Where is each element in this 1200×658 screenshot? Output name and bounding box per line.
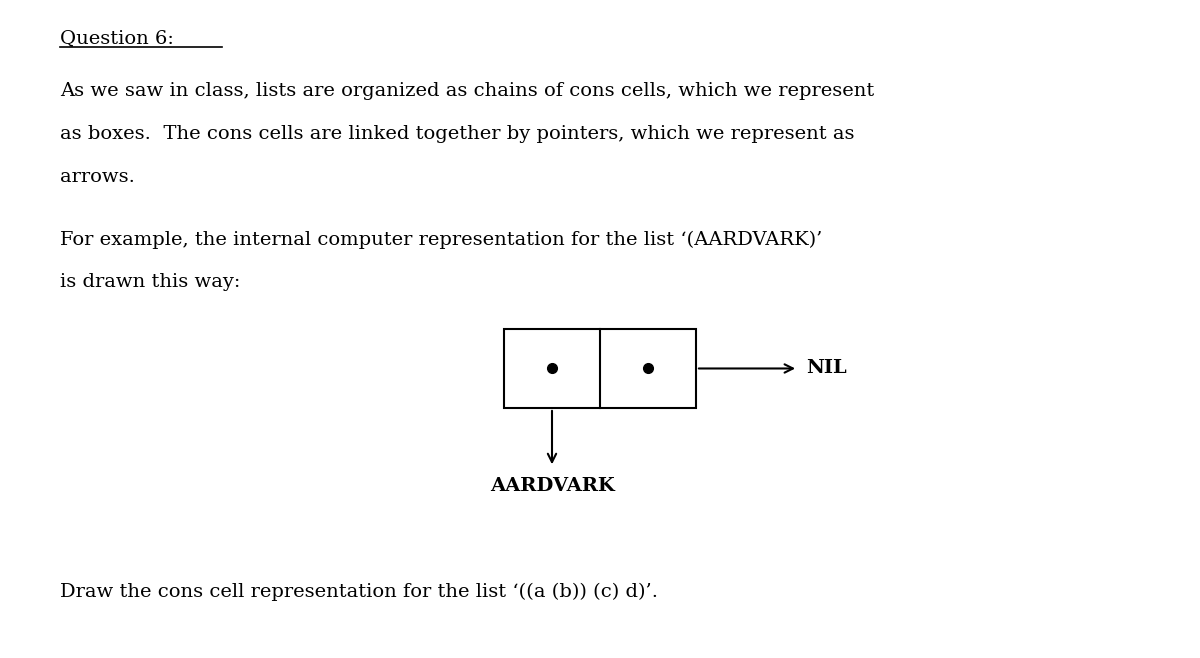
Text: as boxes.  The cons cells are linked together by pointers, which we represent as: as boxes. The cons cells are linked toge… xyxy=(60,125,854,143)
Text: For example, the internal computer representation for the list ‘(AARDVARK)’: For example, the internal computer repre… xyxy=(60,230,822,249)
Bar xyxy=(504,329,696,408)
Text: is drawn this way:: is drawn this way: xyxy=(60,273,240,291)
Text: NIL: NIL xyxy=(806,359,847,378)
Text: As we saw in class, lists are organized as chains of cons cells, which we repres: As we saw in class, lists are organized … xyxy=(60,82,875,100)
Text: Draw the cons cell representation for the list ‘((a (b)) (c) d)’.: Draw the cons cell representation for th… xyxy=(60,582,658,601)
Text: Question 6:: Question 6: xyxy=(60,30,174,47)
Text: AARDVARK: AARDVARK xyxy=(490,477,614,495)
Text: arrows.: arrows. xyxy=(60,168,134,186)
